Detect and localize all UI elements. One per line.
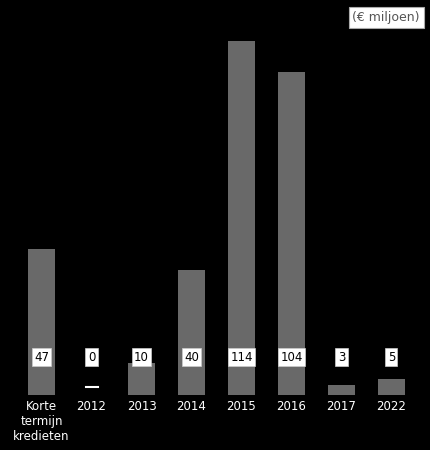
Bar	[177, 270, 205, 395]
Text: 0: 0	[88, 351, 95, 364]
Text: 3: 3	[337, 351, 344, 364]
Bar	[127, 364, 155, 395]
Bar	[327, 385, 354, 395]
Bar	[227, 41, 255, 395]
Text: 114: 114	[230, 351, 252, 364]
Text: 47: 47	[34, 351, 49, 364]
Text: 104: 104	[280, 351, 302, 364]
Bar	[277, 72, 304, 395]
Bar	[377, 379, 404, 395]
Text: 10: 10	[134, 351, 149, 364]
Text: 40: 40	[184, 351, 199, 364]
Text: (€ miljoen): (€ miljoen)	[352, 11, 419, 24]
Text: 5: 5	[387, 351, 394, 364]
Bar	[28, 249, 55, 395]
